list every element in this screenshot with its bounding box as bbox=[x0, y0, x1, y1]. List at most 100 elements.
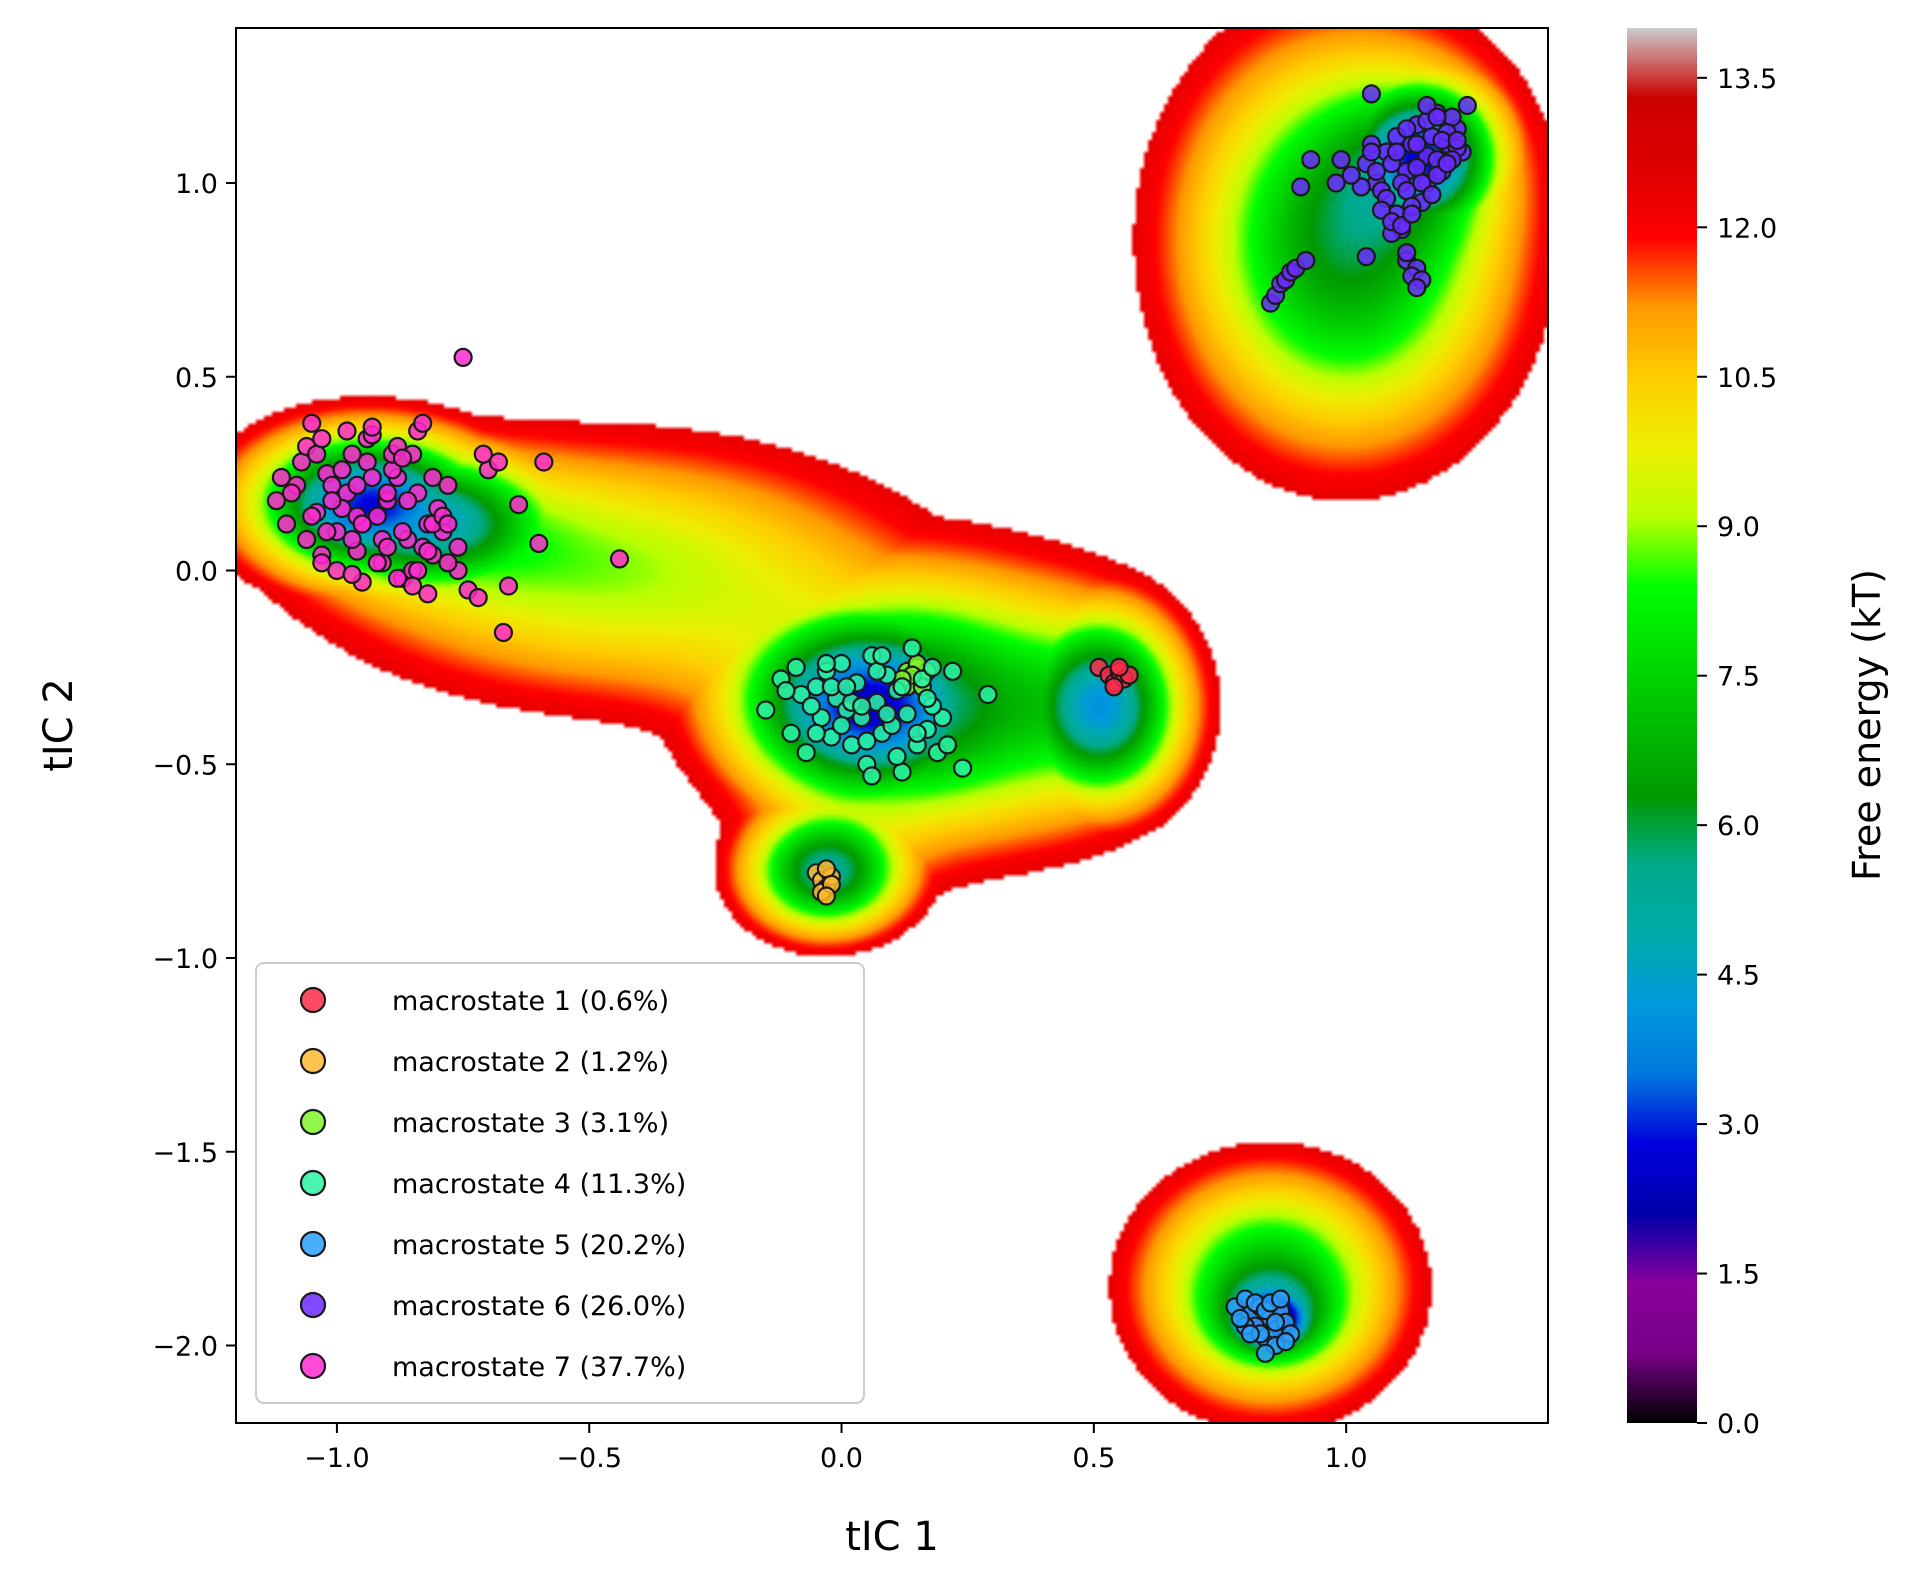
data-point-macrostate-7 bbox=[367, 506, 387, 526]
colorbar-tick-label: 12.0 bbox=[1717, 213, 1777, 244]
data-point-macrostate-6 bbox=[1427, 107, 1447, 127]
data-point-macrostate-6 bbox=[1457, 95, 1477, 116]
data-point-macrostate-4 bbox=[902, 638, 922, 658]
data-point-macrostate-6 bbox=[1361, 142, 1382, 162]
data-point-macrostate-7 bbox=[534, 452, 554, 472]
data-point-macrostate-4 bbox=[922, 657, 943, 678]
data-point-macrostate-7 bbox=[438, 553, 458, 573]
data-point-macrostate-7 bbox=[302, 413, 322, 433]
legend-label: macrostate 2 (1.2%) bbox=[392, 1047, 669, 1078]
data-point-macrostate-6 bbox=[1437, 154, 1457, 174]
data-point-macrostate-6 bbox=[1402, 204, 1422, 224]
x-tick-label: 0.0 bbox=[820, 1443, 863, 1474]
data-point-macrostate-4 bbox=[852, 696, 872, 716]
x-tick-label: −0.5 bbox=[556, 1443, 622, 1474]
y-axis: 1.0 0.5 0.0 −0.5 −1.0 −1.5 −2.0 bbox=[152, 169, 236, 1363]
legend-marker bbox=[299, 1169, 327, 1197]
y-tick-label: 1.0 bbox=[175, 169, 218, 200]
legend-label: macrostate 6 (26.0%) bbox=[392, 1291, 686, 1322]
data-point-macrostate-6 bbox=[1356, 247, 1376, 267]
data-point-macrostate-7 bbox=[392, 522, 413, 542]
data-point-macrostate-7 bbox=[377, 537, 397, 557]
y-tick-label: −1.0 bbox=[152, 944, 218, 975]
data-point-macrostate-4 bbox=[952, 758, 973, 778]
data-point-macrostate-7 bbox=[423, 467, 443, 488]
data-point-macrostate-4 bbox=[831, 715, 852, 736]
data-point-macrostate-2 bbox=[816, 886, 837, 906]
data-point-macrostate-4 bbox=[836, 677, 857, 697]
data-point-macrostate-7 bbox=[342, 529, 362, 550]
data-point-macrostate-4 bbox=[756, 700, 776, 720]
data-point-macrostate-7 bbox=[362, 417, 382, 437]
data-point-macrostate-4 bbox=[786, 657, 806, 678]
colorbar-tick-label: 13.5 bbox=[1717, 64, 1777, 95]
data-point-macrostate-6 bbox=[1326, 173, 1346, 193]
data-point-macrostate-7 bbox=[271, 467, 291, 488]
colorbar-tick-label: 1.5 bbox=[1717, 1260, 1760, 1291]
data-point-macrostate-7 bbox=[322, 491, 342, 511]
colorbar-tick-label: 6.0 bbox=[1717, 811, 1760, 842]
data-point-macrostate-7 bbox=[473, 444, 493, 464]
data-point-macrostate-7 bbox=[337, 421, 357, 441]
colorbar-tick-label: 7.5 bbox=[1717, 662, 1760, 693]
data-point-macrostate-5 bbox=[1240, 1324, 1260, 1344]
data-point-macrostate-6 bbox=[1331, 150, 1351, 170]
colorbar-tick-label: 3.0 bbox=[1717, 1110, 1760, 1141]
data-point-macrostate-4 bbox=[887, 746, 907, 767]
x-tick-label: 0.5 bbox=[1072, 1443, 1115, 1474]
data-point-macrostate-4 bbox=[862, 766, 882, 786]
data-point-macrostate-7 bbox=[266, 491, 286, 511]
data-point-macrostate-7 bbox=[418, 541, 438, 561]
colorbar: 0.0 1.5 3.0 4.5 6.0 7.5 9.0 10.5 12.0 13.5 Free e… bbox=[1627, 28, 1889, 1440]
data-point-macrostate-4 bbox=[867, 661, 887, 681]
legend-marker bbox=[299, 1291, 327, 1319]
data-point-macrostate-7 bbox=[498, 576, 519, 596]
data-point-macrostate-7 bbox=[367, 553, 387, 573]
data-point-macrostate-7 bbox=[387, 568, 408, 588]
legend-label: macrostate 5 (20.2%) bbox=[392, 1230, 686, 1261]
data-point-macrostate-7 bbox=[281, 483, 302, 503]
data-point-macrostate-6 bbox=[1386, 142, 1407, 162]
data-point-macrostate-7 bbox=[377, 483, 397, 503]
data-point-macrostate-7 bbox=[362, 467, 382, 488]
data-point-macrostate-7 bbox=[508, 495, 529, 515]
data-point-macrostate-7 bbox=[317, 522, 337, 542]
plot-frame bbox=[235, 27, 1549, 1424]
scatter-points bbox=[266, 84, 1477, 1363]
data-point-macrostate-6 bbox=[1296, 250, 1316, 271]
data-point-macrostate-7 bbox=[332, 460, 352, 480]
x-axis-label: tIC 1 bbox=[845, 1514, 939, 1560]
data-point-macrostate-4 bbox=[917, 688, 937, 709]
data-point-macrostate-7 bbox=[342, 444, 362, 464]
y-tick-label: −0.5 bbox=[152, 750, 218, 781]
legend-marker bbox=[299, 1108, 327, 1136]
data-point-macrostate-5 bbox=[1270, 1289, 1291, 1309]
colorbar-scale bbox=[1627, 28, 1697, 1423]
data-point-macrostate-6 bbox=[1301, 150, 1321, 170]
data-point-macrostate-4 bbox=[801, 696, 821, 716]
data-point-macrostate-7 bbox=[297, 529, 317, 550]
data-point-macrostate-7 bbox=[493, 622, 513, 643]
data-point-macrostate-4 bbox=[857, 731, 877, 751]
data-point-macrostate-7 bbox=[347, 475, 367, 495]
y-tick-label: −1.5 bbox=[152, 1138, 218, 1169]
data-point-macrostate-7 bbox=[488, 452, 508, 472]
data-point-macrostate-6 bbox=[1341, 165, 1361, 185]
data-point-macrostate-6 bbox=[1366, 161, 1387, 181]
legend-label: macrostate 3 (3.1%) bbox=[392, 1108, 669, 1139]
data-point-macrostate-7 bbox=[403, 576, 423, 596]
data-point-macrostate-1 bbox=[1104, 677, 1124, 697]
legend-label: macrostate 7 (37.7%) bbox=[392, 1352, 686, 1383]
colorbar-tick-label: 10.5 bbox=[1717, 363, 1777, 394]
data-point-macrostate-6 bbox=[1397, 119, 1417, 139]
x-tick-label: −1.0 bbox=[304, 1443, 370, 1474]
data-point-macrostate-1 bbox=[1109, 657, 1129, 678]
data-point-macrostate-7 bbox=[276, 514, 297, 534]
legend-marker bbox=[299, 1352, 327, 1380]
data-point-macrostate-6 bbox=[1447, 130, 1467, 150]
data-point-macrostate-7 bbox=[418, 584, 438, 604]
colorbar-tick-label: 0.0 bbox=[1717, 1409, 1760, 1440]
data-point-macrostate-7 bbox=[342, 564, 362, 585]
data-point-macrostate-4 bbox=[781, 723, 801, 743]
legend-marker bbox=[299, 986, 327, 1014]
